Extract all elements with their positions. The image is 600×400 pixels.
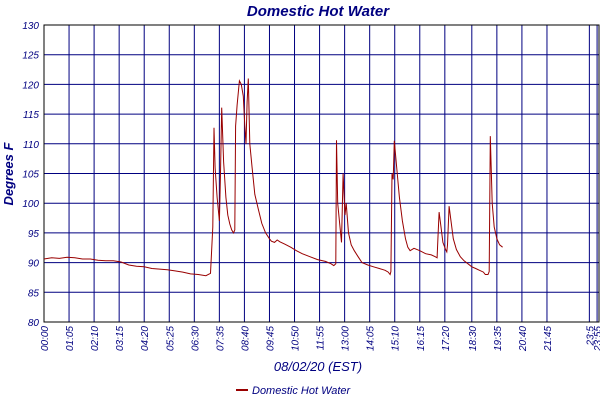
x-tick-label: 08:40 (240, 326, 251, 351)
x-tick-label: 13:00 (341, 326, 352, 351)
series-line-domestic-hot-water (43, 78, 503, 277)
x-tick-label: 06:30 (190, 326, 201, 351)
y-tick-labels: 80 85 90 95 100 105 110 115 120 125 130 (22, 21, 39, 329)
y-tick-label: 80 (28, 318, 40, 329)
x-tick-label: 11:55 (316, 326, 327, 351)
y-tick-label: 125 (22, 51, 39, 62)
y-tick-label: 110 (23, 140, 39, 151)
x-tick-label: 20:40 (518, 326, 529, 352)
y-tick-label: 85 (28, 288, 40, 299)
y-tick-label: 130 (22, 21, 39, 32)
legend-label: Domestic Hot Water (252, 385, 352, 397)
x-tick-label: 14:05 (366, 326, 377, 351)
x-tick-label: 16:15 (416, 326, 427, 351)
chart-title: Domestic Hot Water (247, 3, 390, 20)
x-tick-label: 03:15 (115, 326, 126, 351)
y-tick-label: 105 (22, 170, 39, 181)
legend: Domestic Hot Water (236, 385, 352, 397)
x-tick-label: 17:20 (441, 326, 452, 351)
x-tick-label: 01:05 (65, 326, 76, 351)
y-tick-label: 100 (22, 199, 39, 210)
y-tick-label: 120 (22, 80, 39, 91)
y-tick-label: 115 (23, 110, 39, 121)
plot-frame (43, 24, 600, 323)
x-tick-label: 23:55 (593, 326, 600, 352)
x-tick-label: 05:25 (165, 326, 176, 351)
y-axis-label: Degrees F (1, 142, 16, 206)
x-tick-label: 04:20 (140, 326, 151, 351)
x-tick-label: 10:50 (291, 326, 302, 351)
x-tick-label: 19:35 (493, 326, 504, 351)
x-axis-label: 08/02/20 (EST) (274, 359, 362, 374)
x-tick-label: 15:10 (391, 326, 402, 351)
x-tick-label: 00:00 (40, 326, 51, 351)
x-tick-label: 23:5 (585, 326, 596, 347)
x-tick-label: 09:45 (265, 326, 276, 351)
x-tick-label: 07:35 (215, 326, 226, 351)
x-tick-labels: 00:00 01:05 02:10 03:15 04:20 05:25 06:30 07:35… (40, 326, 600, 352)
y-gridlines (44, 24, 599, 323)
y-tick-label: 95 (28, 229, 40, 240)
x-tick-label: 02:10 (90, 326, 101, 351)
x-tick-label: 21:45 (543, 326, 554, 352)
y-tick-label: 90 (28, 259, 40, 270)
x-tick-label: 18:30 (468, 326, 479, 351)
